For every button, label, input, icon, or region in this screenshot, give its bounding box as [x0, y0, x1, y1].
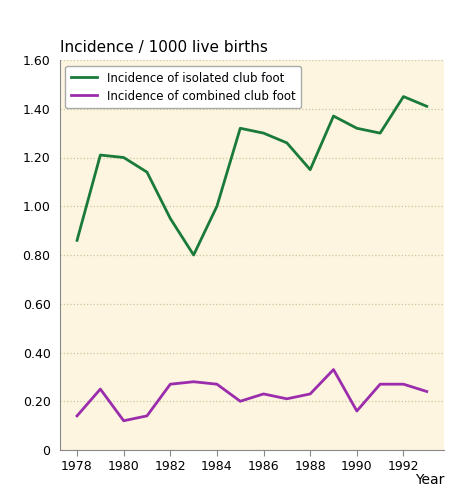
Legend: Incidence of isolated club foot, Incidence of combined club foot: Incidence of isolated club foot, Inciden… — [65, 66, 301, 108]
Incidence of isolated club foot — [214, 203, 220, 209]
Incidence of combined club foot — [74, 413, 80, 419]
Incidence of isolated club foot — [121, 154, 126, 160]
Incidence of isolated club foot — [284, 140, 289, 146]
Incidence of combined club foot — [377, 381, 383, 387]
Incidence of combined club foot — [238, 398, 243, 404]
Incidence of isolated club foot — [74, 238, 80, 244]
Incidence of combined club foot — [284, 396, 289, 402]
X-axis label: Year: Year — [415, 474, 444, 488]
Line: Incidence of combined club foot: Incidence of combined club foot — [77, 370, 427, 421]
Incidence of isolated club foot — [191, 252, 196, 258]
Incidence of combined club foot — [144, 413, 150, 419]
Incidence of combined club foot — [401, 381, 406, 387]
Incidence of isolated club foot — [354, 125, 360, 131]
Incidence of isolated club foot — [424, 104, 430, 110]
Incidence of isolated club foot — [168, 216, 173, 222]
Incidence of combined club foot — [331, 366, 336, 372]
Incidence of isolated club foot — [238, 125, 243, 131]
Incidence of isolated club foot — [261, 130, 266, 136]
Incidence of combined club foot — [121, 418, 126, 424]
Incidence of combined club foot — [214, 381, 220, 387]
Incidence of combined club foot — [98, 386, 103, 392]
Incidence of isolated club foot — [331, 113, 336, 119]
Incidence of combined club foot — [307, 391, 313, 397]
Incidence of combined club foot — [424, 388, 430, 394]
Text: Incidence / 1000 live births: Incidence / 1000 live births — [60, 40, 267, 54]
Incidence of isolated club foot — [377, 130, 383, 136]
Incidence of isolated club foot — [98, 152, 103, 158]
Incidence of combined club foot — [354, 408, 360, 414]
Line: Incidence of isolated club foot: Incidence of isolated club foot — [77, 96, 427, 255]
Incidence of isolated club foot — [307, 166, 313, 172]
Incidence of isolated club foot — [144, 169, 150, 175]
Incidence of combined club foot — [168, 381, 173, 387]
Incidence of isolated club foot — [401, 94, 406, 100]
Incidence of combined club foot — [261, 391, 266, 397]
Incidence of combined club foot — [191, 379, 196, 385]
